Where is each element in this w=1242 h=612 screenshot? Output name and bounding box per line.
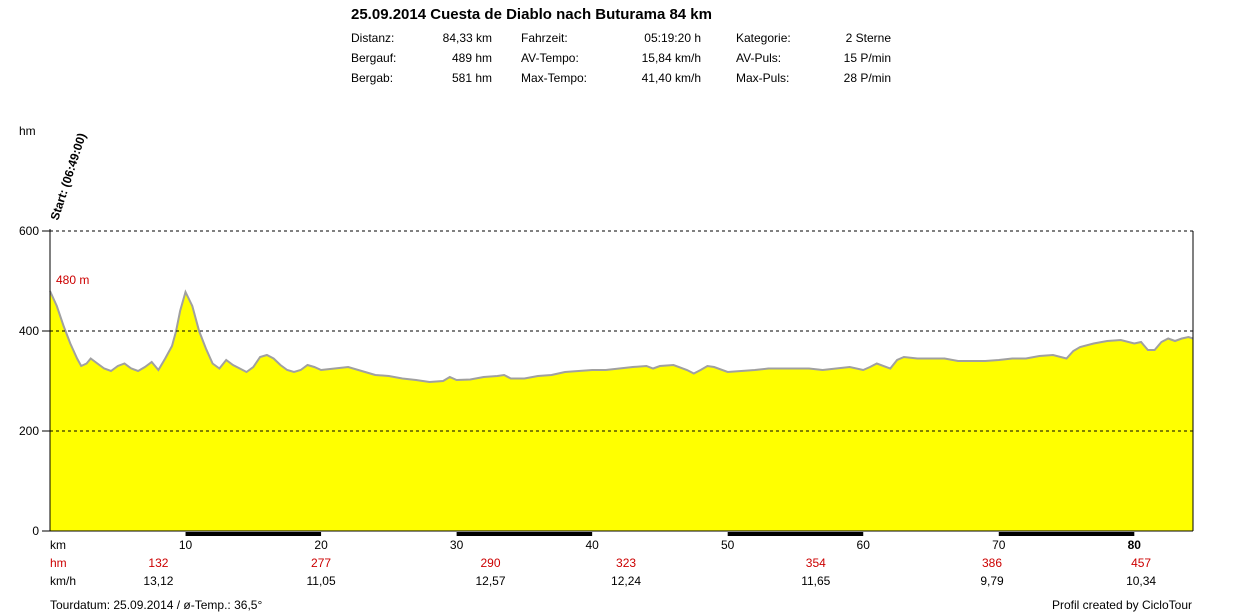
x-tick-label: 50 [721, 538, 735, 552]
x-tick-label: 40 [585, 538, 599, 552]
row-label-kmh: km/h [50, 574, 76, 588]
hm-value: 354 [806, 556, 826, 570]
row-label-hm: hm [50, 556, 67, 570]
speed-value: 11,05 [307, 574, 336, 588]
start-value-label: 480 m [56, 273, 89, 287]
y-tick-label: 200 [19, 424, 39, 438]
hm-value: 457 [1131, 556, 1151, 570]
stat-label-av-tempo: AV-Tempo: [521, 51, 579, 65]
stat-value-av-tempo: 15,84 km/h [641, 51, 701, 65]
stat-value-bergab: 581 hm [451, 71, 492, 85]
stat-label-kategorie: Kategorie: [736, 31, 791, 45]
speed-value: 10,34 [1126, 574, 1156, 588]
x-tick-label: 80 [1128, 538, 1142, 552]
hm-value: 323 [616, 556, 636, 570]
hm-value: 132 [148, 556, 168, 570]
page-title: 25.09.2014 Cuesta de Diablo nach Buturam… [351, 6, 712, 23]
y-tick-label: 600 [19, 224, 39, 238]
speed-value: 11,65 [801, 574, 830, 588]
y-tick-label: 0 [32, 524, 39, 538]
start-label: Start: (06:49:00) [48, 131, 89, 222]
stat-label-max-tempo: Max-Tempo: [521, 71, 588, 85]
row-label-km: km [50, 538, 66, 552]
stat-value-distanz: 84,33 km [442, 31, 492, 45]
stat-label-fahrzeit: Fahrzeit: [521, 31, 568, 45]
stat-label-bergab: Bergab: [351, 71, 394, 85]
hm-value: 386 [982, 556, 1002, 570]
stat-label-bergauf: Bergauf: [351, 51, 397, 65]
stat-value-max-tempo: 41,40 km/h [641, 71, 701, 85]
x-tick-label: 20 [314, 538, 328, 552]
stat-value-bergauf: 489 hm [451, 51, 492, 65]
stat-value-av-puls: 15 P/min [843, 51, 891, 65]
elevation-line [49, 289, 1194, 384]
stat-label-av-puls: AV-Puls: [736, 51, 782, 65]
speed-value: 12,57 [475, 574, 505, 588]
speed-value: 12,24 [611, 574, 641, 588]
footer-credit: Profil created by CicloTour [1051, 598, 1192, 612]
x-tick-label: 60 [857, 538, 871, 552]
stat-label-distanz: Distanz: [351, 31, 395, 45]
x-tick-label: 30 [450, 538, 464, 552]
hm-value: 277 [311, 556, 331, 570]
distance-segment [456, 532, 593, 536]
distance-segment [998, 532, 1135, 536]
elevation-area [50, 291, 1193, 531]
stat-value-kategorie: 2 Sterne [845, 31, 891, 45]
distance-segment [727, 532, 864, 536]
distance-segment [185, 532, 322, 536]
stat-label-max-puls: Max-Puls: [736, 71, 790, 85]
y-axis-title: hm [19, 124, 36, 138]
stat-value-fahrzeit: 05:19:20 h [644, 31, 701, 45]
stat-value-max-puls: 28 P/min [843, 71, 891, 85]
y-tick-label: 400 [19, 324, 39, 338]
footer-tour-info: Tourdatum: 25.09.2014 / ø-Temp.: 36,5° [50, 598, 263, 612]
hm-value: 290 [480, 556, 500, 570]
speed-value: 13,12 [143, 574, 173, 588]
x-tick-label: 70 [992, 538, 1006, 552]
speed-value: 9,79 [980, 574, 1004, 588]
x-tick-label: 10 [179, 538, 193, 552]
